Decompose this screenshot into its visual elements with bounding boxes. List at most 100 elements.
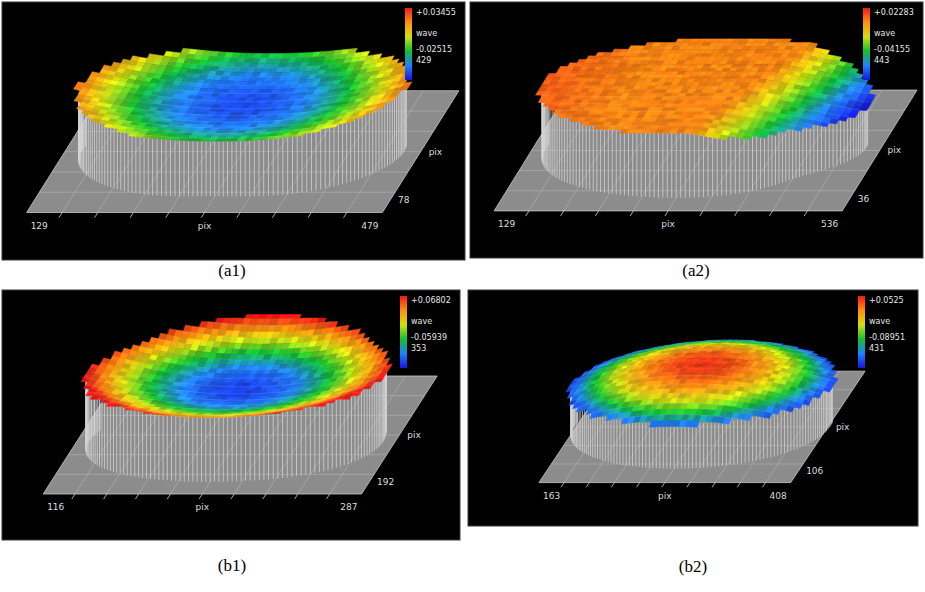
surface-cell [386, 98, 396, 103]
wall-line [768, 135, 769, 187]
wall-line [236, 141, 237, 196]
wall-line [703, 135, 704, 197]
wall-line [789, 130, 790, 180]
wall-line [782, 132, 783, 183]
floor-tick [272, 213, 275, 218]
wall-line [717, 137, 718, 196]
floor-tick [665, 211, 668, 216]
floor-tick [201, 213, 204, 218]
wall-line [258, 140, 259, 196]
wall-line [263, 140, 264, 196]
wall-line [372, 111, 373, 174]
wall-line [135, 135, 136, 193]
wall-line [201, 142, 202, 197]
wall-line [862, 108, 863, 152]
plot-area [494, 39, 917, 216]
floor-tick [237, 213, 240, 218]
surface-mesh [89, 115, 365, 128]
wall-line [369, 112, 370, 175]
floor-tick [59, 213, 62, 218]
floor-grid [39, 192, 395, 193]
wall-line [600, 127, 601, 192]
wall-line [850, 116, 851, 160]
wall-line [860, 110, 861, 154]
wall-line [858, 112, 859, 156]
wall-line [802, 127, 803, 176]
colorbar [405, 8, 412, 80]
wall-line [268, 139, 269, 196]
floor-grid [65, 151, 421, 152]
wall-line [671, 133, 672, 198]
wall-line [86, 112, 87, 175]
wall-line [338, 125, 339, 186]
wall-line [785, 131, 786, 181]
surface [74, 48, 412, 141]
wall-line [764, 135, 765, 188]
wall-line [350, 120, 351, 182]
wall-line [739, 137, 740, 193]
floor-tick [735, 211, 738, 216]
wall-line [712, 136, 713, 196]
wall-line [636, 132, 637, 197]
wall-line [576, 121, 577, 186]
wall-line [175, 141, 176, 197]
surface-cell [829, 119, 838, 124]
wall-line [735, 137, 736, 194]
wall-line [148, 138, 149, 195]
wall-line [813, 125, 814, 173]
wall-line [744, 137, 745, 192]
wall-line [404, 87, 405, 152]
wall-line [795, 129, 796, 178]
surface-cell [859, 106, 868, 111]
wall-line [152, 138, 153, 195]
wall-line [170, 140, 171, 196]
wall-line [184, 141, 185, 196]
surface-cell [803, 123, 812, 128]
wall-line [589, 125, 590, 190]
wall-line [223, 142, 224, 197]
wall-line [726, 137, 727, 195]
wall-line [557, 113, 558, 179]
wall-line [210, 142, 211, 197]
floor-tick [769, 211, 772, 216]
wall-line [792, 129, 793, 179]
wall-line [398, 94, 399, 159]
wall-line [387, 102, 388, 166]
wall-line [240, 141, 241, 196]
wall-line [561, 115, 562, 180]
wall-line [231, 142, 232, 197]
wall-line [92, 117, 93, 179]
x-axis-label: pix [198, 221, 212, 231]
floor-grid [519, 170, 867, 171]
wall-line [302, 134, 303, 192]
wall-line [99, 122, 100, 183]
wall-line [188, 141, 189, 196]
panel-background [2, 2, 465, 260]
panel: 129479pixpix78+0.03455wave-0.02515429 [2, 2, 465, 260]
wall-line [810, 126, 811, 174]
wall-line [752, 137, 753, 191]
wall-line [748, 137, 749, 192]
figure: 129479pixpix78+0.03455wave-0.02515429(a1… [0, 0, 925, 592]
surface-mesh [76, 98, 395, 116]
wall-line [836, 121, 837, 166]
wall-line [401, 90, 402, 155]
wall-line [632, 132, 633, 197]
wall-line [379, 107, 380, 171]
wall-line [567, 118, 568, 183]
x-tick-label: 129 [31, 221, 48, 231]
wall-line [139, 136, 140, 194]
wall-line [120, 131, 121, 190]
surface-mesh [144, 58, 383, 68]
wall-line [179, 141, 180, 197]
wall-line [778, 133, 779, 184]
wall-line [297, 135, 298, 193]
wall-line [579, 122, 580, 187]
wall-line [358, 117, 359, 179]
wall-line [117, 130, 118, 190]
colorbar-count: 429 [416, 56, 431, 65]
wall-line [346, 122, 347, 183]
floor-tick [526, 211, 529, 216]
surface [536, 39, 876, 140]
wall-line [667, 133, 668, 198]
